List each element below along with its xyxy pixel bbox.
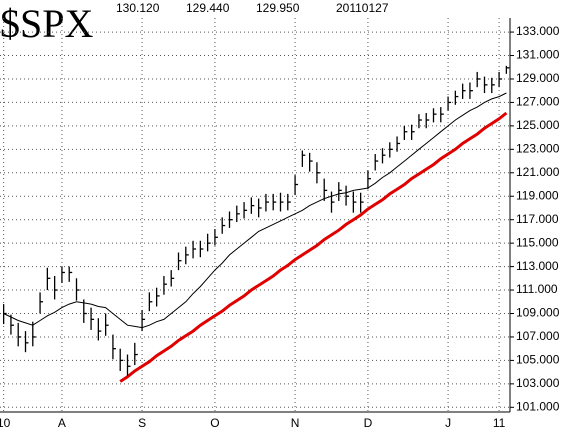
y-tick-label: 101.000 bbox=[516, 399, 560, 413]
y-tick-label: 123.000 bbox=[516, 142, 560, 156]
y-tick-label: 107.000 bbox=[516, 329, 560, 343]
y-tick-label: 119.000 bbox=[516, 188, 559, 202]
moving-average bbox=[3, 92, 507, 329]
x-tick-label: 11 bbox=[493, 416, 506, 430]
y-tick-label: 127.000 bbox=[516, 95, 560, 109]
y-tick-label: 103.000 bbox=[516, 376, 560, 390]
y-tick-label: 111.000 bbox=[516, 282, 558, 296]
y-tick-label: 109.000 bbox=[516, 306, 560, 320]
header-low: 129.440 bbox=[186, 1, 230, 15]
x-tick-label: A bbox=[58, 416, 66, 430]
x-tick-label: D bbox=[364, 416, 373, 430]
header-high: 130.120 bbox=[116, 1, 160, 15]
trend-line bbox=[119, 111, 508, 383]
y-tick-label: 129.000 bbox=[516, 71, 560, 85]
y-tick-label: 117.000 bbox=[516, 212, 559, 226]
y-tick-label: 113.000 bbox=[516, 259, 559, 273]
header-close: 129.950 bbox=[256, 1, 300, 15]
y-tick-label: 105.000 bbox=[516, 353, 560, 367]
y-tick-label: 121.000 bbox=[516, 165, 560, 179]
y-tick-label: 115.000 bbox=[516, 235, 559, 249]
x-tick-label: 10 bbox=[0, 416, 11, 430]
x-tick-label: S bbox=[138, 416, 146, 430]
y-tick-label: 131.000 bbox=[516, 48, 560, 62]
header-date: 20110127 bbox=[336, 1, 389, 15]
y-tick-label: 125.000 bbox=[516, 118, 560, 132]
chart-title: $SPX bbox=[0, 1, 93, 46]
x-tick-label: N bbox=[291, 416, 300, 430]
x-tick-label: J bbox=[445, 416, 451, 430]
y-tick-label: 133.000 bbox=[516, 24, 560, 38]
x-tick-label: O bbox=[210, 416, 219, 430]
